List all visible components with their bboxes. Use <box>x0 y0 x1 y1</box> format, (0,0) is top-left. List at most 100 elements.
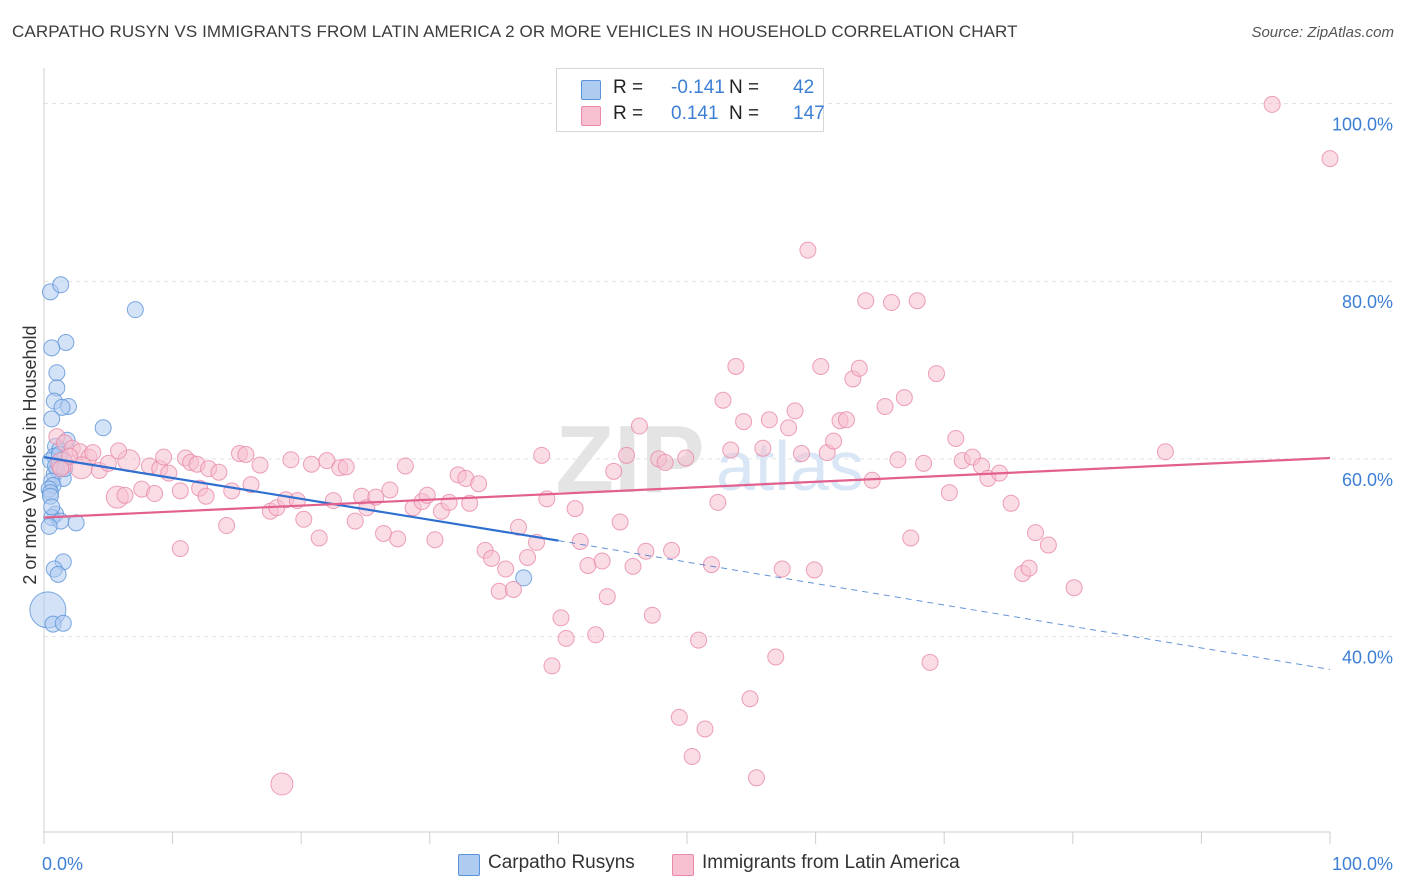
latin-point <box>722 441 740 459</box>
latin-point <box>895 389 913 407</box>
latin-point <box>857 292 875 310</box>
latin-point <box>533 446 551 464</box>
latin-point <box>1027 524 1045 542</box>
latin-point <box>242 476 260 494</box>
latin-point <box>663 541 681 559</box>
latin-point <box>197 487 215 505</box>
latin-point <box>440 493 458 511</box>
latin-point <box>146 485 164 503</box>
latin-point <box>889 451 907 469</box>
latin-point <box>519 548 537 566</box>
y-tick-label: 100.0% <box>1332 115 1393 135</box>
latin-point <box>812 357 830 375</box>
latin-point <box>670 708 688 726</box>
legend-r-label: R = <box>613 103 644 124</box>
latin-point <box>825 432 843 450</box>
latin-point <box>1065 579 1083 597</box>
latin-point <box>630 417 648 435</box>
rusyn-point <box>53 398 71 416</box>
latin-point <box>295 510 313 528</box>
latin-point <box>915 454 933 472</box>
latin-point <box>497 560 515 578</box>
bottom-legend-label: Immigrants from Latin America <box>702 852 960 873</box>
latin-point <box>318 452 336 470</box>
latin-point <box>690 631 708 649</box>
latin-point <box>921 653 939 671</box>
bottom-legend-label: Carpatho Rusyns <box>488 852 635 873</box>
latin-point <box>543 657 561 675</box>
rusyn-point <box>57 334 75 352</box>
legend-n-label: N = <box>729 103 760 124</box>
latin-point <box>618 446 636 464</box>
rusyn-point <box>40 517 58 535</box>
latin-point <box>210 463 228 481</box>
rusyn-point <box>43 339 61 357</box>
source-label: Source: ZipAtlas.com <box>1251 24 1394 41</box>
correlation-legend: R = -0.141 N = 42 R = 0.141 N = 147 <box>556 68 825 132</box>
latin-point <box>396 457 414 475</box>
rusyn-point <box>48 364 66 382</box>
latin-point <box>490 582 508 600</box>
latin-point <box>767 648 785 666</box>
latin-point <box>324 492 342 510</box>
latin-point <box>876 397 894 415</box>
latin-point <box>927 365 945 383</box>
legend-swatch-blue <box>581 80 601 100</box>
latin-point <box>337 458 355 476</box>
latin-point <box>747 769 765 787</box>
legend-r-value: 0.141 <box>671 103 719 124</box>
bottom-swatch-blue <box>458 854 480 876</box>
legend-r-value: -0.141 <box>671 77 725 98</box>
rusyn-point <box>515 569 533 587</box>
latin-point <box>270 772 294 796</box>
latin-point <box>792 445 810 463</box>
latin-point <box>786 402 804 420</box>
bottom-swatch-pink <box>672 854 694 876</box>
latin-point <box>882 294 900 312</box>
tick-labels: 40.0% 60.0% 80.0% 100.0% 0.0% 100.0% <box>42 115 1393 874</box>
latin-point <box>566 500 584 518</box>
latin-point <box>1020 559 1038 577</box>
latin-point <box>1156 443 1174 461</box>
latin-trend-line <box>43 456 1331 519</box>
latin-point <box>223 482 241 500</box>
latin-point <box>624 557 642 575</box>
latin-point <box>1321 150 1339 168</box>
y-axis-title: 2 or more Vehicles in Household <box>20 325 40 584</box>
axes <box>43 68 1331 844</box>
latin-point <box>773 560 791 578</box>
latin-point <box>557 629 575 647</box>
latin-point <box>947 429 965 447</box>
latin-point <box>1263 95 1281 113</box>
latin-point <box>656 453 674 471</box>
latin-point <box>1002 494 1020 512</box>
legend-n-value: 147 <box>793 103 825 124</box>
latin-point <box>1039 536 1057 554</box>
latin-point <box>470 475 488 493</box>
latin-point <box>709 493 727 511</box>
trend-lines <box>43 456 1331 670</box>
rusyn-point <box>67 514 85 532</box>
rusyn-point <box>94 419 112 437</box>
latin-point <box>754 439 772 457</box>
latin-point <box>735 413 753 431</box>
latin-point <box>702 556 720 574</box>
x-tick-label: 100.0% <box>1332 854 1393 874</box>
rusyn-point <box>49 565 67 583</box>
legend-n-value: 42 <box>793 77 815 98</box>
latin-point <box>110 442 128 460</box>
latin-point <box>714 391 732 409</box>
latin-point <box>696 720 714 738</box>
latin-point <box>579 556 597 574</box>
latin-point <box>426 531 444 549</box>
latin-point <box>510 518 528 536</box>
latin-point <box>218 517 236 535</box>
latin-point <box>605 462 623 480</box>
rusyn-point <box>52 276 70 294</box>
x-tick-label: 0.0% <box>42 854 83 874</box>
latin-point <box>116 486 134 504</box>
rusyn-trend-extension <box>558 540 1331 670</box>
latin-point <box>552 609 570 627</box>
latin-point <box>310 529 328 547</box>
